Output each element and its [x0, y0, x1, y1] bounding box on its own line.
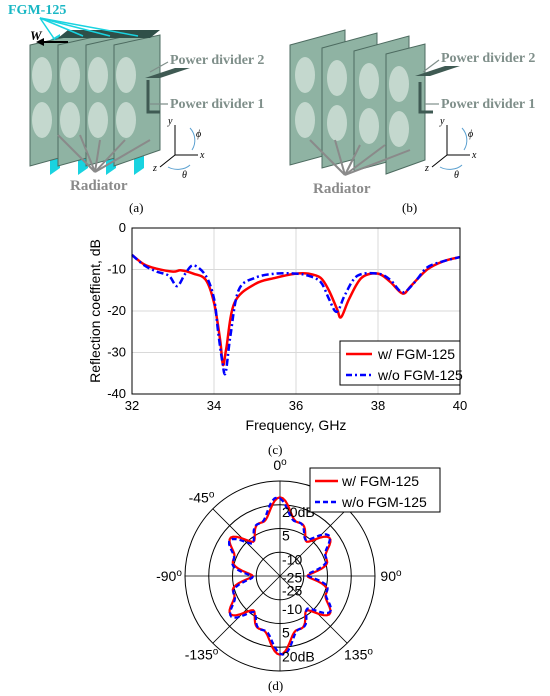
theta-label-a: θ — [182, 170, 187, 181]
polar-legend-without: w/o FGM-125 — [341, 494, 427, 510]
radiator-leaders-b — [309, 139, 411, 176]
fgm-label: FGM-125 — [8, 3, 66, 18]
y-tick-label: -40 — [107, 386, 126, 401]
polar-spoke — [279, 508, 348, 577]
polar-angle-label: -90o — [156, 568, 182, 585]
radiator-boards-b — [289, 29, 426, 175]
radiator-label-b: Radiator — [313, 181, 371, 197]
panel-a-figure: W FGM-125 Power divider 2 Power divider … — [8, 3, 264, 194]
z-axis-label-a: z — [152, 163, 157, 174]
polar-radial-label: -10 — [282, 551, 302, 567]
polar-angle-label: 90o — [380, 568, 402, 585]
fgm-leaders — [39, 17, 139, 41]
x-tick-label: 38 — [371, 398, 385, 413]
coordinate-axes-a — [159, 125, 198, 170]
panel-b-figure: Power divider 2 Power divider 1 Radiator… — [289, 29, 535, 197]
polar-radial-label: 20dB — [282, 504, 315, 520]
x-tick-label: 34 — [207, 398, 221, 413]
radiator-label-a: Radiator — [70, 178, 128, 194]
legend-entry-with: w/ FGM-125 — [377, 346, 455, 362]
y-tick-label: -20 — [107, 303, 126, 318]
polar-curves — [228, 496, 332, 656]
polar-radial-label: 5 — [282, 528, 290, 544]
polar-legend: w/ FGM-125 w/o FGM-125 — [309, 467, 441, 513]
caption-a: (a) — [129, 200, 144, 215]
reflection-chart: 32 34 36 38 40 0 -10 -20 -30 -40 Frequency, GHz R… — [87, 220, 467, 433]
x-tick-label: 36 — [289, 398, 303, 413]
chart-legend: w/ FGM-125 w/o FGM-125 — [339, 340, 463, 386]
phi-label-b: ϕ — [468, 129, 473, 140]
power-divider-1-label-b: Power divider 1 — [441, 97, 535, 112]
chart-series — [131, 253, 461, 376]
coordinate-axes-b — [431, 125, 470, 170]
polar-radial-label: 5 — [282, 625, 290, 641]
x-axis-label-a: x — [199, 150, 205, 161]
caption-b: (b) — [402, 200, 418, 215]
legend-entry-without: w/o FGM-125 — [377, 367, 463, 383]
x-tick-label: 40 — [453, 398, 467, 413]
y-axis-label-b: y — [439, 116, 445, 127]
y-tick-label: 0 — [119, 220, 126, 235]
power-divider-2-shape — [145, 68, 190, 78]
chart-frame — [131, 227, 461, 395]
polar-pattern-chart: 0o45o90o135o180o-135o-90o-45o20dB5-10-25… — [156, 458, 441, 672]
polar-legend-with: w/ FGM-125 — [341, 473, 419, 489]
z-axis-label-b: z — [424, 163, 429, 174]
y-tick-label: -30 — [107, 345, 126, 360]
polar-radial-label: -25 — [282, 569, 302, 585]
power-divider-1-label: Power divider 1 — [170, 97, 264, 112]
polar-angle-label: -45o — [189, 489, 215, 506]
x-tick-label: 32 — [125, 398, 139, 413]
power-divider-2-label: Power divider 2 — [170, 53, 264, 68]
w-label: W — [30, 28, 43, 43]
series-line-without-fgm — [131, 254, 461, 376]
caption-c: (c) — [268, 442, 283, 457]
polar-spoke — [212, 575, 281, 644]
x-axis-label-b: x — [471, 150, 477, 161]
polar-angle-label: 0o — [273, 458, 287, 473]
polar-radial-label: -25 — [282, 583, 302, 599]
polar-radial-label: 20dB — [282, 648, 315, 664]
polar-radial-label: -10 — [282, 601, 302, 617]
power-divider-2-label-b: Power divider 2 — [441, 51, 535, 66]
caption-d: (d) — [268, 678, 284, 693]
polar-angle-label: -135o — [185, 646, 219, 663]
chart-ticks: 32 34 36 38 40 0 -10 -20 -30 -40 — [107, 220, 467, 413]
radiator-leaders-a — [57, 134, 151, 173]
y-axis-label: Reflection coeffient, dB — [87, 239, 103, 383]
polar-curve-without-fgm — [228, 496, 332, 656]
y-axis-label-a: y — [167, 116, 173, 127]
theta-label-b: θ — [454, 170, 459, 181]
polar-angle-label: 135o — [344, 646, 373, 663]
phi-label-a: ϕ — [196, 129, 201, 140]
polar-spoke — [212, 508, 281, 577]
power-divider-2-shape-b — [415, 66, 460, 76]
y-tick-label: -10 — [107, 262, 126, 277]
x-axis-label: Frequency, GHz — [246, 417, 347, 433]
